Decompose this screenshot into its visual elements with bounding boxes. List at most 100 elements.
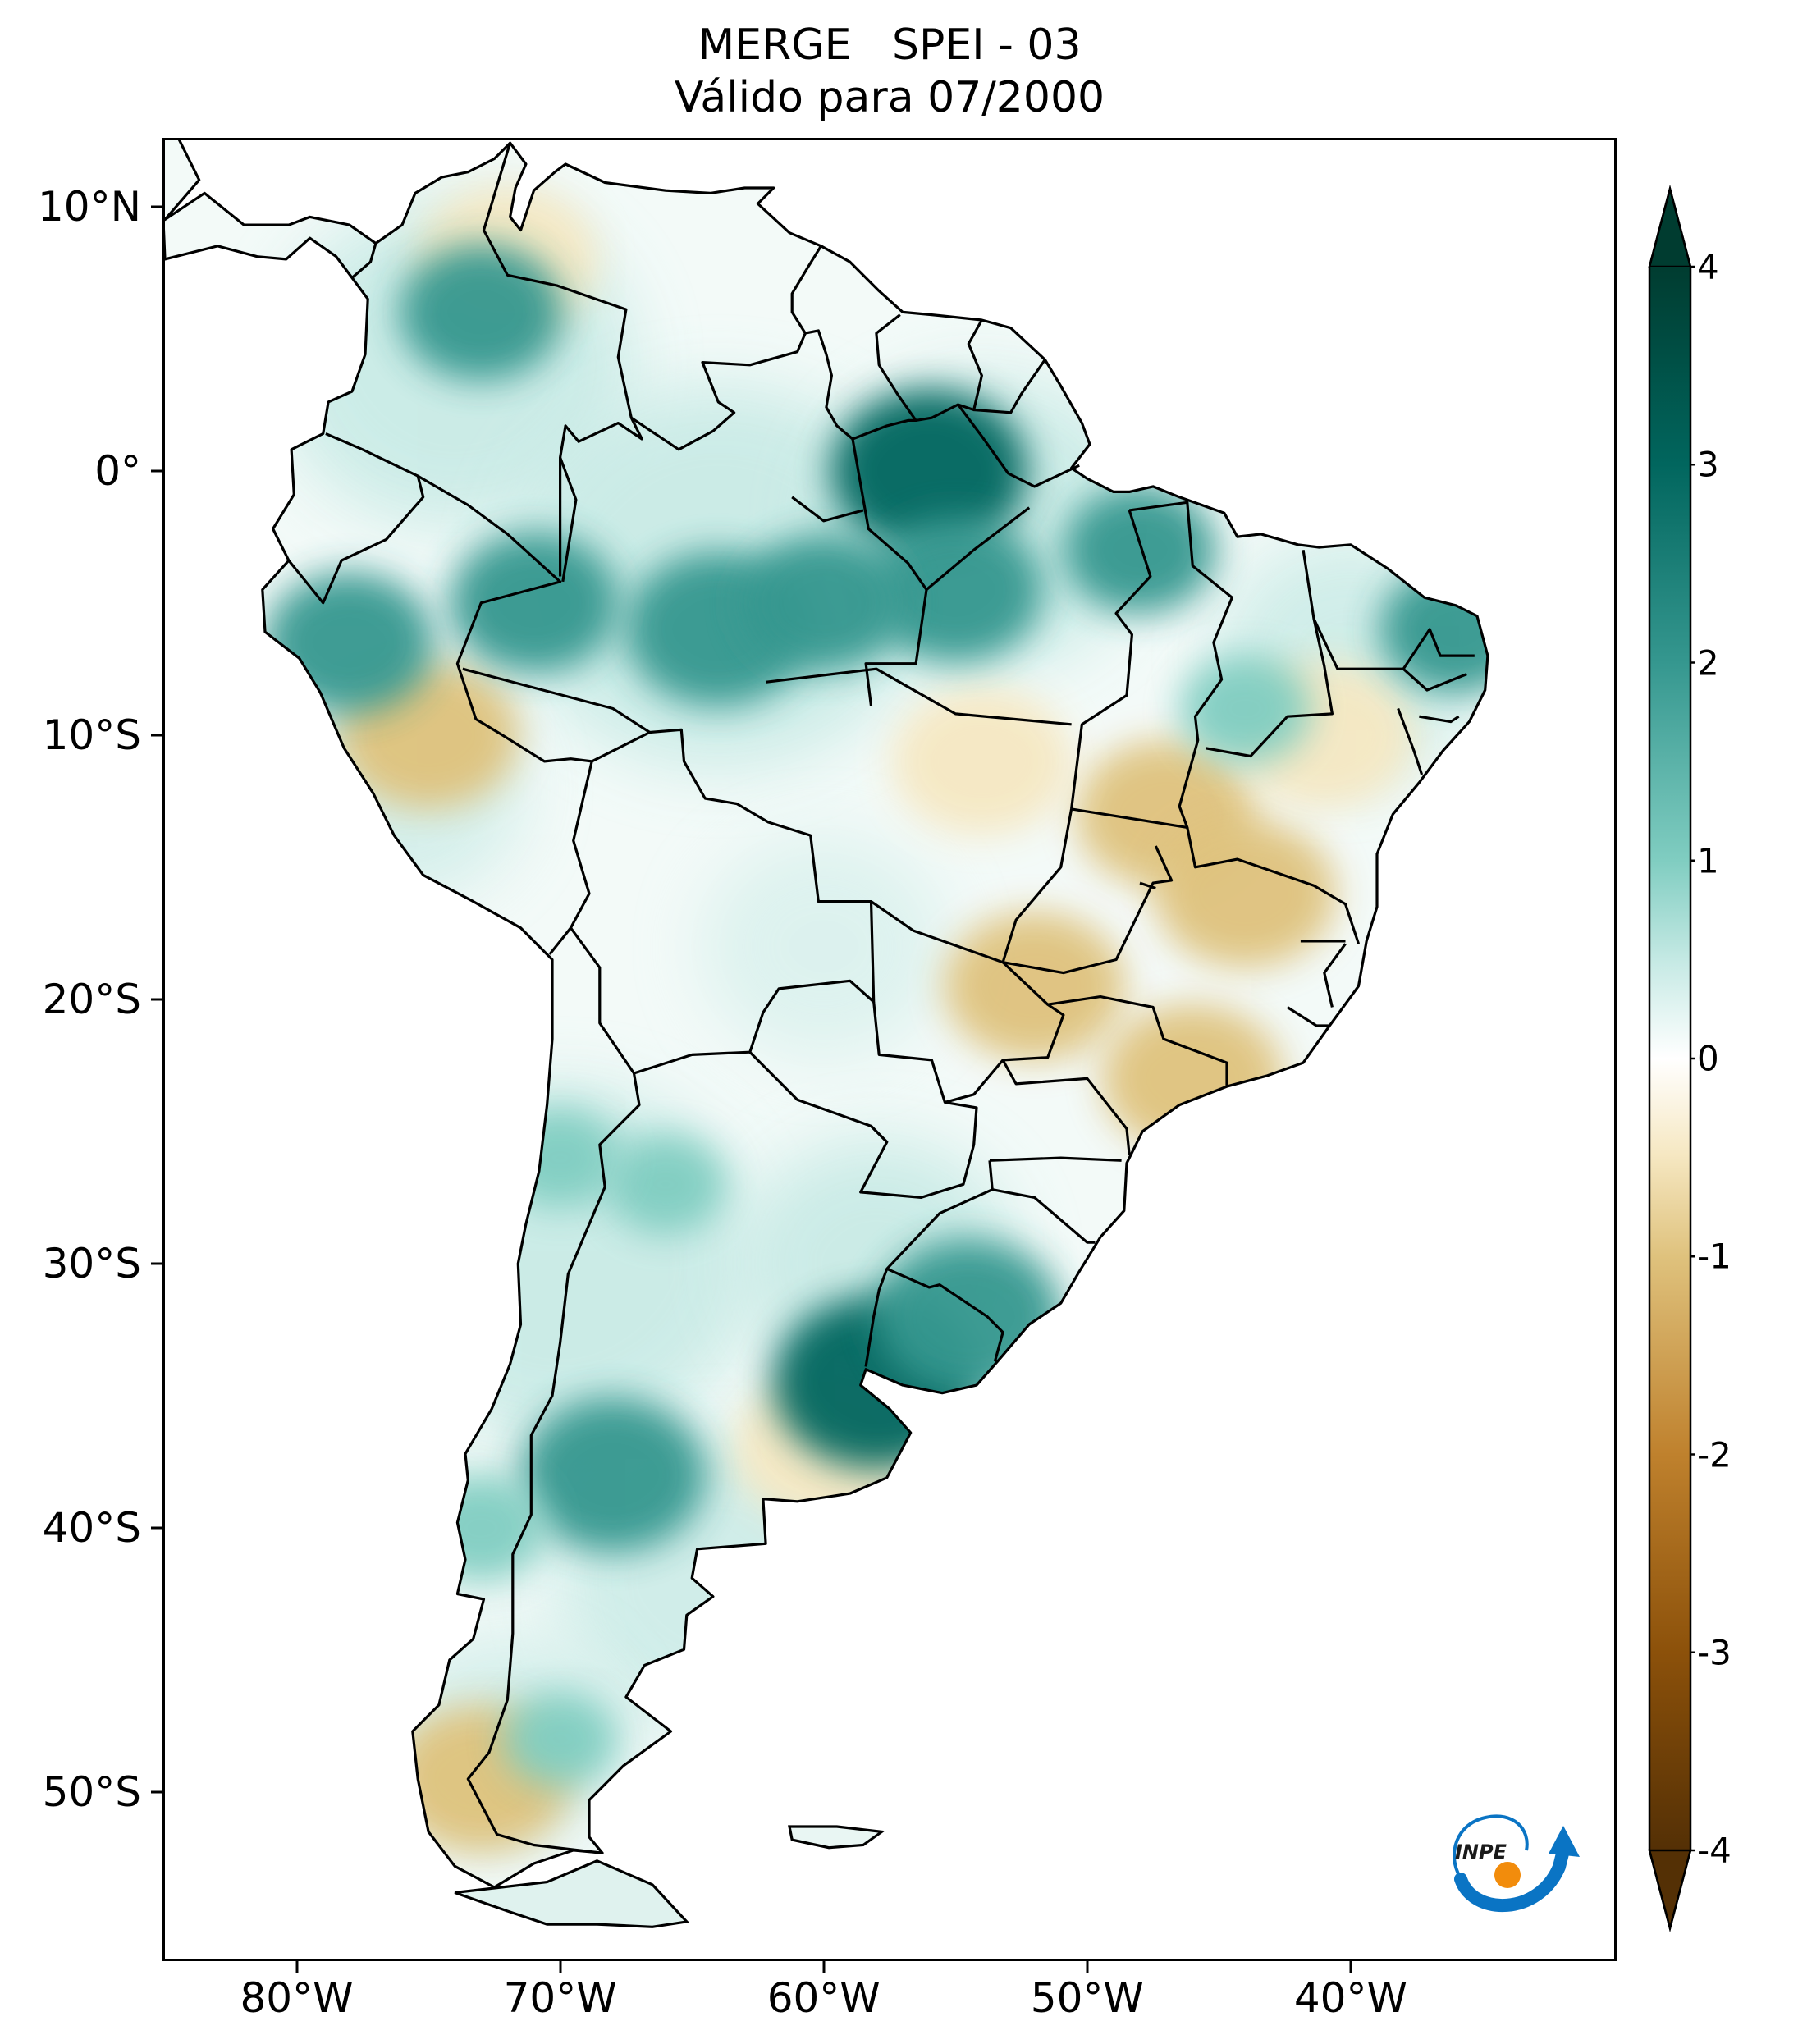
lon-tick	[1349, 1961, 1352, 1973]
wet-anomaly	[399, 244, 563, 381]
wet-anomaly	[876, 1239, 1062, 1394]
wet-anomaly	[264, 572, 434, 713]
map-panel	[162, 138, 1617, 1961]
border-line	[915, 319, 983, 422]
dry-anomaly	[891, 687, 1073, 835]
logo-text: INPE	[1455, 1841, 1507, 1863]
colorbar-tick-label: -4	[1697, 1830, 1732, 1871]
border-line	[1070, 510, 1152, 810]
lon-label: 50°W	[1030, 1974, 1144, 2022]
coastline	[165, 140, 1489, 1889]
wet-anomaly	[1064, 486, 1216, 614]
border-line	[630, 332, 807, 451]
border-line	[1312, 618, 1475, 670]
colorbar-tick-label: 0	[1697, 1038, 1719, 1079]
border-line	[1323, 943, 1347, 1008]
lat-tick	[151, 205, 162, 208]
lat-tick	[151, 1526, 162, 1530]
colorbar-extend-max	[1648, 185, 1692, 268]
border-line	[462, 667, 651, 734]
border-line	[1071, 501, 1233, 829]
wet-anomaly	[867, 516, 1043, 663]
border-line	[1047, 995, 1228, 1087]
border-line	[466, 926, 641, 1854]
border-line	[870, 900, 1004, 964]
lon-tick	[822, 1961, 826, 1973]
country-borders	[287, 142, 1475, 1925]
wet-anomaly	[415, 1473, 547, 1583]
border-line	[991, 1188, 1096, 1244]
lat-tick	[151, 734, 162, 737]
field-wash	[700, 835, 947, 1058]
wet-anomaly	[1379, 565, 1488, 693]
border-line	[350, 243, 377, 279]
dry-anomaly	[944, 912, 1125, 1060]
wet-anomaly	[1180, 654, 1311, 763]
lon-label: 80°W	[240, 1974, 354, 2022]
lon-tick	[1086, 1961, 1089, 1973]
chart-title-line2: Válido para 07/2000	[674, 73, 1105, 122]
colorbar-gradient	[1649, 267, 1690, 1850]
border-line	[1186, 827, 1361, 944]
lon-tick	[559, 1961, 562, 1973]
logo-orbit-icon	[1453, 1814, 1529, 1893]
lat-tick	[151, 1262, 162, 1265]
inpe-logo: INPE	[1453, 1814, 1580, 1912]
border-line	[1139, 881, 1156, 890]
border-line	[886, 1267, 1004, 1362]
wet-anomaly	[519, 1397, 706, 1552]
border-line	[870, 1125, 888, 1143]
border-line	[1001, 1059, 1131, 1155]
border-line	[1397, 707, 1424, 775]
colorbar-tick-label: -1	[1697, 1236, 1732, 1277]
border-line	[791, 496, 864, 523]
dry-anomaly	[1155, 819, 1336, 967]
border-line	[591, 728, 876, 1075]
lon-tick	[295, 1961, 299, 1973]
lat-label: 40°S	[42, 1503, 141, 1552]
colorbar-extend-min	[1648, 1849, 1692, 1932]
colorbar-tick-label: 3	[1697, 444, 1719, 485]
border-line	[973, 359, 1046, 414]
lon-label: 40°W	[1293, 1974, 1407, 2022]
lat-label: 10°N	[37, 182, 141, 231]
lat-tick	[151, 469, 162, 473]
lon-label: 60°W	[766, 1974, 881, 2022]
wet-anomaly	[503, 1691, 617, 1787]
lat-label: 50°S	[42, 1768, 141, 1817]
wet-anomaly	[449, 532, 619, 674]
lat-label: 0°	[94, 446, 141, 495]
border-line	[1001, 808, 1174, 975]
border-line	[1402, 668, 1467, 692]
map-canvas	[165, 140, 1489, 1928]
islands	[454, 1825, 885, 1928]
colorbar-tick-label: -3	[1697, 1632, 1732, 1673]
border-line	[790, 245, 917, 441]
colorbar-tick-label: 1	[1697, 840, 1719, 881]
border-line	[1419, 715, 1460, 724]
border-line	[417, 474, 593, 955]
border-line	[287, 432, 425, 605]
wet-anomaly	[606, 1134, 725, 1234]
border-line	[1286, 1006, 1330, 1027]
colorbar-tick-label: -2	[1697, 1434, 1732, 1475]
lat-label: 30°S	[42, 1239, 141, 1287]
border-line	[957, 404, 1080, 488]
border-line	[765, 667, 1072, 726]
logo-arrow-icon	[1549, 1826, 1580, 1857]
spei-field	[264, 185, 1488, 1853]
colorbar-tick-label: 2	[1697, 642, 1719, 683]
colorbar-tick-label: 4	[1697, 246, 1719, 287]
lat-tick	[151, 1790, 162, 1794]
tierra-del-fuego	[454, 1859, 690, 1928]
falkland-islands	[788, 1825, 885, 1850]
wet-anomaly	[742, 534, 906, 671]
colorbar	[1648, 185, 1695, 1932]
logo-dot-icon	[1494, 1862, 1521, 1888]
border-line	[989, 1156, 1122, 1162]
lon-label: 70°W	[503, 1974, 617, 2022]
border-line	[925, 506, 1031, 591]
lat-label: 10°S	[42, 711, 141, 759]
lat-tick	[151, 998, 162, 1001]
chart-title-line1: MERGE SPEI - 03	[698, 21, 1082, 70]
